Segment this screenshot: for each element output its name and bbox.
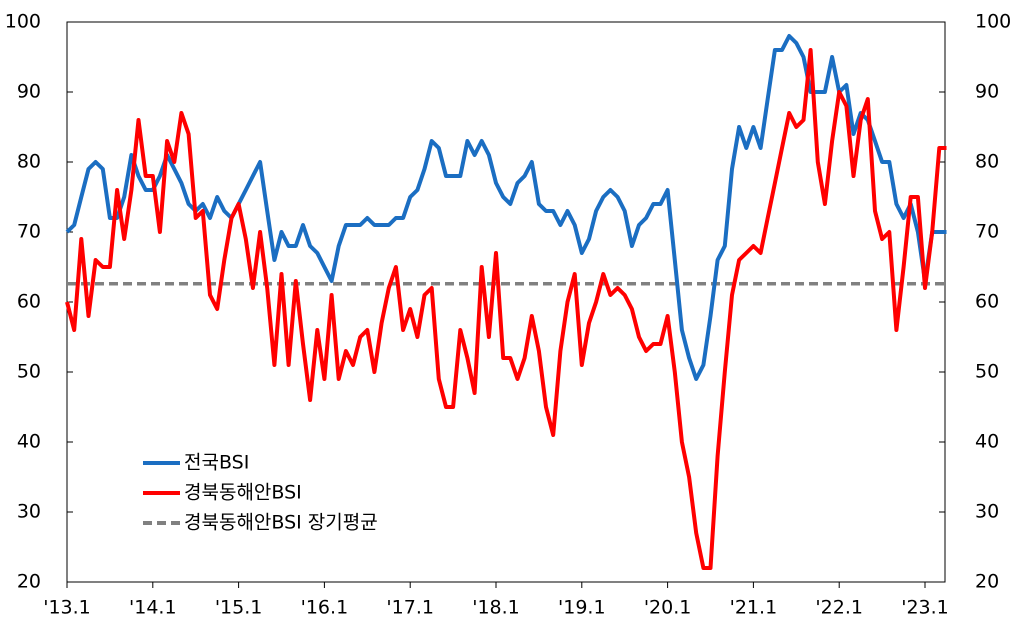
y2-tick-label: 80 [975,151,999,173]
y2-tick-label: 50 [975,361,999,383]
y-tick-label: 70 [17,221,41,243]
y-tick-label: 50 [17,361,41,383]
legend-label: 경북동해안BSI [184,482,302,504]
y-tick-label: 90 [17,81,41,103]
x-tick-label: '22.1 [815,597,863,619]
y2-tick-label: 100 [975,11,1011,33]
y2-tick-label: 40 [975,431,999,453]
x-tick-label: '19.1 [558,597,606,619]
series-line [65,34,947,381]
x-tick-label: '16.1 [301,597,349,619]
y2-tick-label: 60 [975,291,999,313]
y-tick-label: 30 [17,501,41,523]
y-tick-label: 80 [17,151,41,173]
y2-tick-label: 90 [975,81,999,103]
x-tick-label: '13.1 [43,597,91,619]
y-tick-label: 20 [17,571,41,593]
y-tick-label: 40 [17,431,41,453]
x-tick-label: '20.1 [644,597,692,619]
x-tick-label: '17.1 [386,597,434,619]
x-tick-label: '21.1 [730,597,778,619]
y-tick-label: 100 [5,11,41,33]
x-tick-label: '18.1 [472,597,520,619]
legend-label: 경북동해안BSI 장기평균 [184,512,378,534]
y2-tick-label: 30 [975,501,999,523]
x-tick-label: '23.1 [901,597,949,619]
x-tick-label: '15.1 [215,597,263,619]
series-line [65,48,947,570]
y-tick-label: 60 [17,291,41,313]
legend-label: 전국BSI [184,452,249,474]
y2-tick-label: 70 [975,221,999,243]
y2-tick-label: 20 [975,571,999,593]
x-tick-label: '14.1 [129,597,177,619]
